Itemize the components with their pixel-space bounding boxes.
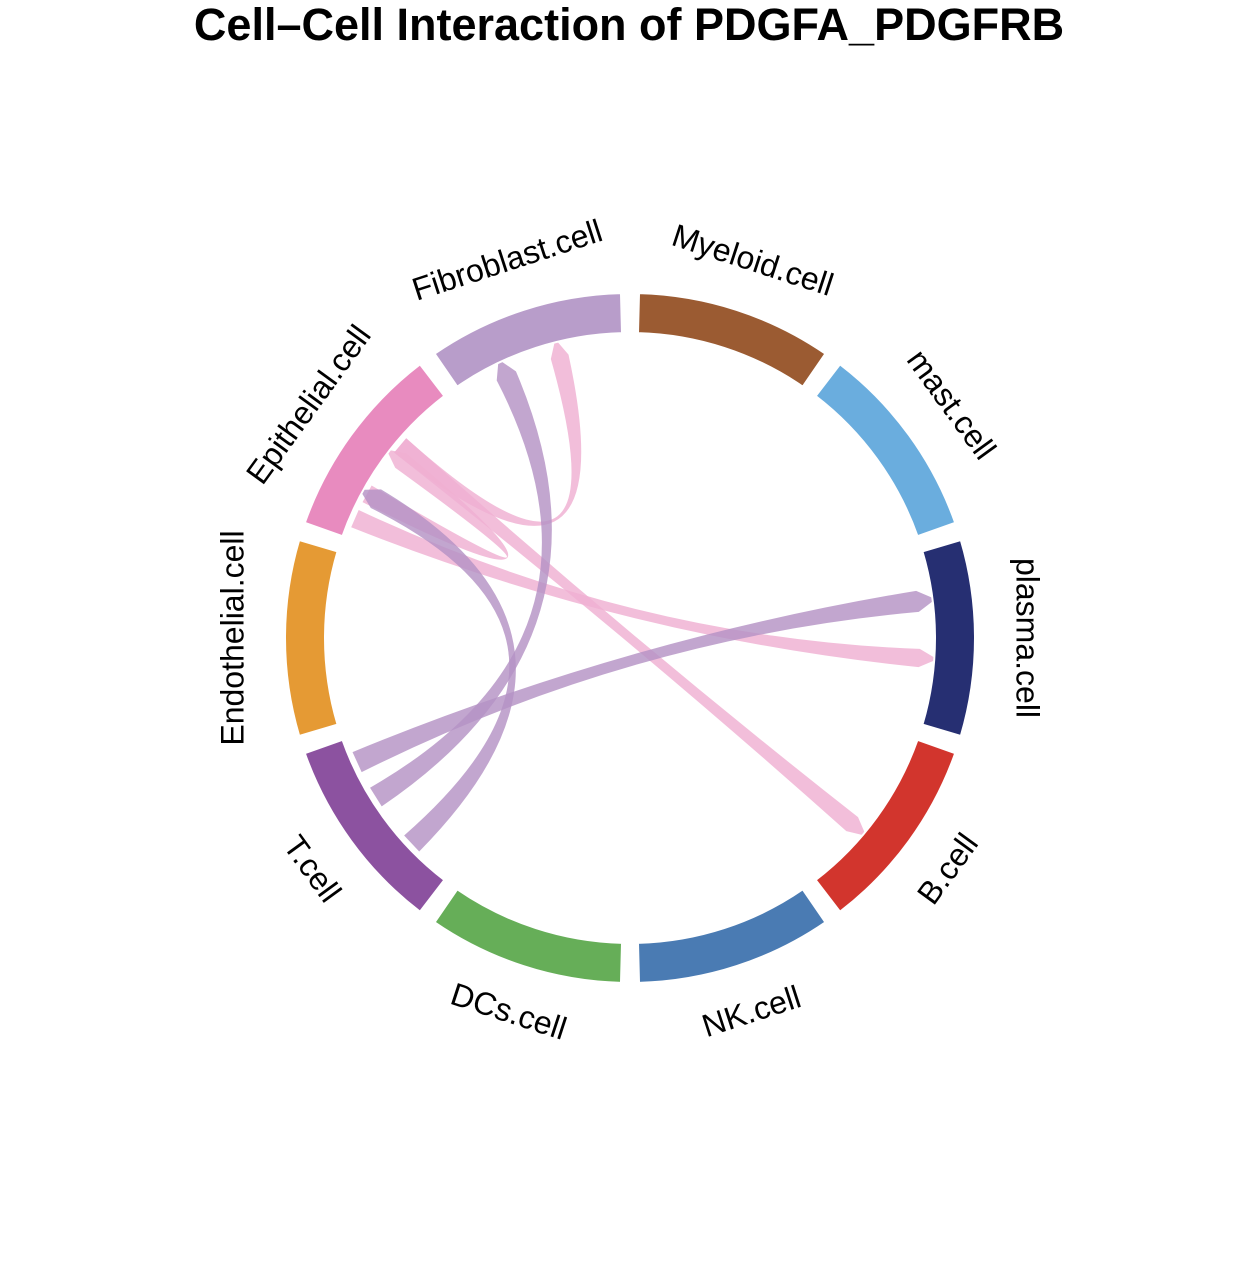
sectors-layer: [284, 292, 976, 984]
sector-label-endothelial-cell: Endothelial.cell: [214, 530, 250, 745]
sector-nk-cell: [636, 887, 827, 984]
link-t-cell-to-epithelial-cell: [359, 489, 516, 852]
labels-layer: Myeloid.cellmast.cellplasma.cellB.cellNK…: [214, 212, 1045, 1046]
link-epithelial-cell-to-b-cell: [394, 438, 867, 836]
sector-myeloid-cell: [636, 292, 827, 389]
sector-label-t-cell: T.cell: [277, 829, 349, 909]
sector-epithelial-cell: [303, 362, 446, 538]
sector-plasma-cell: [921, 538, 976, 738]
sector-label-dcs-cell: DCs.cell: [447, 976, 571, 1047]
sector-mast-cell: [814, 362, 957, 538]
chart-title: Cell–Cell Interaction of PDGFA_PDGFRB: [193, 0, 1065, 50]
sector-label-plasma-cell: plasma.cell: [1010, 558, 1046, 718]
sector-dcs-cell: [433, 887, 624, 984]
sector-label-fibroblast-cell: Fibroblast.cell: [408, 212, 607, 307]
links-layer: [351, 339, 938, 852]
sector-b-cell: [814, 738, 957, 914]
sector-fibroblast-cell: [433, 292, 624, 389]
link-epithelial-cell-to-plasma-cell: [351, 509, 938, 668]
sector-label-myeloid-cell: Myeloid.cell: [668, 217, 838, 303]
link-t-cell-to-plasma-cell: [352, 590, 936, 773]
sector-t-cell: [303, 738, 446, 914]
sector-label-nk-cell: NK.cell: [698, 978, 806, 1044]
sector-endothelial-cell: [284, 538, 339, 738]
sector-label-b-cell: B.cell: [910, 826, 985, 910]
